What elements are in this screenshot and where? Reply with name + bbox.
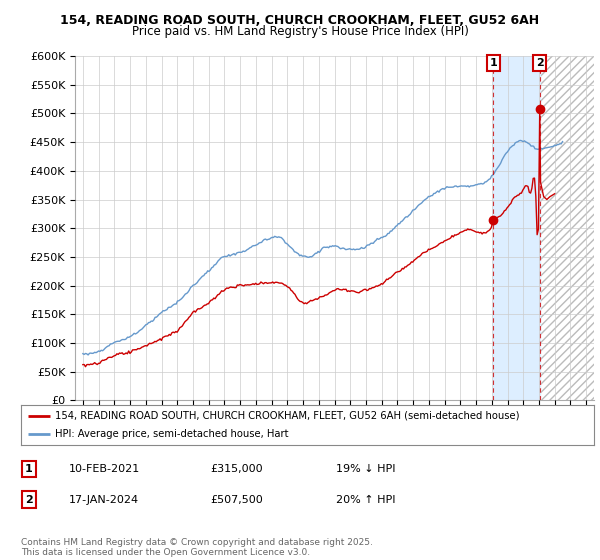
Text: 20% ↑ HPI: 20% ↑ HPI — [336, 494, 395, 505]
Text: 154, READING ROAD SOUTH, CHURCH CROOKHAM, FLEET, GU52 6AH: 154, READING ROAD SOUTH, CHURCH CROOKHAM… — [61, 14, 539, 27]
Text: 19% ↓ HPI: 19% ↓ HPI — [336, 464, 395, 474]
Bar — [540, 56, 594, 400]
Text: 10-FEB-2021: 10-FEB-2021 — [69, 464, 140, 474]
Bar — [540, 56, 594, 400]
Text: £315,000: £315,000 — [210, 464, 263, 474]
Text: 1: 1 — [25, 464, 32, 474]
Bar — [493, 56, 540, 400]
Text: HPI: Average price, semi-detached house, Hart: HPI: Average price, semi-detached house,… — [55, 430, 289, 439]
Text: 1: 1 — [490, 58, 497, 68]
Text: 2: 2 — [536, 58, 544, 68]
Text: Price paid vs. HM Land Registry's House Price Index (HPI): Price paid vs. HM Land Registry's House … — [131, 25, 469, 38]
Text: Contains HM Land Registry data © Crown copyright and database right 2025.
This d: Contains HM Land Registry data © Crown c… — [21, 538, 373, 557]
Text: 154, READING ROAD SOUTH, CHURCH CROOKHAM, FLEET, GU52 6AH (semi-detached house): 154, READING ROAD SOUTH, CHURCH CROOKHAM… — [55, 411, 520, 421]
Text: 2: 2 — [25, 494, 32, 505]
Text: 17-JAN-2024: 17-JAN-2024 — [69, 494, 139, 505]
Text: £507,500: £507,500 — [210, 494, 263, 505]
